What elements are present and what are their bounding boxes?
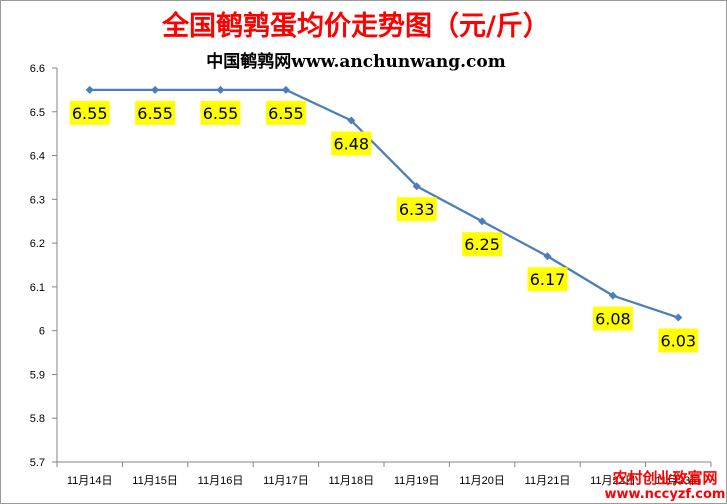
data-point-marker bbox=[347, 116, 356, 125]
data-point-marker bbox=[674, 313, 683, 322]
data-point-marker bbox=[216, 85, 225, 94]
series-group bbox=[85, 85, 683, 322]
data-labels: 6.55 6.55 6.55 6.55 6.48 6.33 6.25 6.17 6.08 6.03 bbox=[69, 100, 699, 353]
watermark-line1: 农村创业致富网 bbox=[611, 469, 717, 487]
data-label-background bbox=[265, 100, 306, 125]
x-tick-label: 11月17日 bbox=[263, 475, 309, 487]
data-point-marker bbox=[412, 182, 421, 191]
data-label: 6.33 bbox=[399, 200, 435, 219]
data-label-background bbox=[200, 100, 241, 125]
data-label-background bbox=[396, 197, 437, 222]
x-tick-label: 11月20日 bbox=[459, 475, 505, 487]
watermark: 农村创业致富网 www.nccyzf.com bbox=[605, 469, 726, 502]
y-tick-label: 6.2 bbox=[30, 238, 45, 250]
x-tick-label: 11月15日 bbox=[132, 475, 178, 487]
y-tick-label: 5.8 bbox=[30, 413, 45, 425]
data-point-marker bbox=[281, 85, 290, 94]
data-label-background bbox=[135, 100, 176, 125]
x-axis-ticks: 11月14日 11月15日 11月16日 11月17日 11月18日 11月19日 11月2… bbox=[56, 462, 712, 487]
data-label: 6.17 bbox=[530, 270, 566, 289]
y-tick-label: 6.3 bbox=[30, 194, 45, 206]
data-label: 6.55 bbox=[203, 104, 239, 123]
x-tick-label: 11月18日 bbox=[328, 475, 374, 487]
chart-title: 全国鹌鹑蛋均价走势图（元/斤） bbox=[161, 10, 550, 42]
data-label-background bbox=[462, 232, 503, 257]
watermark-line2: www.nccyzf.com bbox=[605, 487, 726, 502]
data-point-marker bbox=[478, 217, 487, 226]
data-label: 6.48 bbox=[333, 135, 369, 154]
x-tick-label: 11月23日 bbox=[655, 475, 701, 487]
chart-subtitle: 中国鹌鹑网www.anchunwang.com bbox=[206, 51, 505, 72]
y-tick-label: 6.5 bbox=[30, 107, 45, 119]
x-tick-label: 11月14日 bbox=[67, 475, 113, 487]
data-label-background bbox=[658, 328, 699, 353]
data-label: 6.08 bbox=[595, 310, 631, 329]
data-point-marker bbox=[543, 252, 552, 261]
data-label-background bbox=[331, 131, 372, 156]
x-tick-label: 11月19日 bbox=[394, 475, 440, 487]
data-label-background bbox=[592, 306, 633, 331]
data-point-marker bbox=[85, 85, 94, 94]
data-label-background bbox=[527, 267, 568, 292]
x-tick-label: 11月16日 bbox=[198, 475, 244, 487]
data-label: 6.55 bbox=[72, 104, 108, 123]
data-label: 6.55 bbox=[268, 104, 304, 123]
data-point-marker bbox=[608, 291, 617, 300]
y-tick-label: 5.7 bbox=[30, 457, 45, 469]
y-tick-label: 5.9 bbox=[30, 369, 45, 381]
y-tick-label: 6 bbox=[39, 326, 45, 338]
series-line bbox=[89, 88, 679, 319]
y-tick-label: 6.1 bbox=[30, 282, 45, 294]
x-tick-label: 11月22日 bbox=[590, 475, 636, 487]
y-axis-ticks: 6.6 6.5 6.4 6.3 6.2 6.1 6 5.9 5.8 5.7 bbox=[30, 63, 57, 469]
y-tick-label: 6.6 bbox=[30, 63, 45, 75]
data-label: 6.55 bbox=[137, 104, 173, 123]
data-label: 6.03 bbox=[660, 332, 696, 351]
data-point-marker bbox=[151, 85, 160, 94]
x-tick-label: 11月21日 bbox=[525, 475, 571, 487]
y-tick-label: 6.4 bbox=[30, 151, 45, 163]
data-label: 6.25 bbox=[464, 235, 500, 254]
data-label-background bbox=[69, 100, 110, 125]
